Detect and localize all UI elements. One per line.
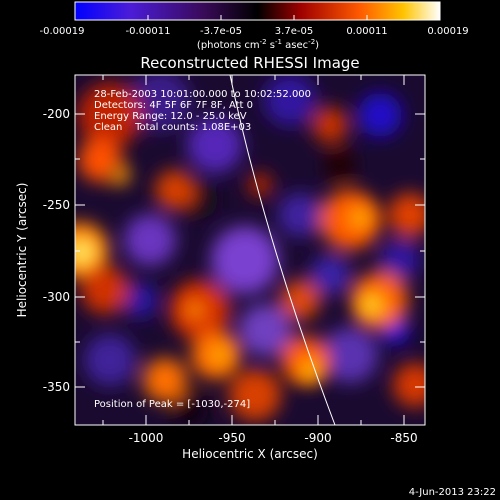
- y-axis-label: Heliocentric Y (arcsec): [15, 183, 29, 318]
- x-tick-label: -900: [304, 431, 331, 445]
- colorbar-tick-label: 3.7e-05: [275, 26, 313, 37]
- x-tick-label: -1000: [129, 431, 164, 445]
- y-tick-label: -350: [43, 380, 70, 394]
- y-tick-label: -250: [43, 198, 70, 212]
- peak-position-text: Position of Peak = [-1030,-274]: [94, 399, 250, 410]
- timestamp: 4-Jun-2013 23:22: [409, 487, 496, 498]
- info-line-energy: Energy Range: 12.0 - 25.0 keV: [94, 111, 247, 122]
- info-line-counts: Clean Total counts: 1.08E+03: [94, 122, 251, 133]
- colorbar-tick-label: -3.7e-05: [200, 26, 242, 37]
- y-axis-ticks: [75, 113, 425, 388]
- y-tick-label: -300: [43, 290, 70, 304]
- info-block: 28-Feb-2003 10:01:00.000 to 10:02:52.000…: [94, 89, 311, 133]
- colorbar-unit-label: (photons cm-2 s-1 asec-2): [197, 38, 319, 51]
- info-line-detectors: Detectors: 4F 5F 6F 7F 8F, Att 0: [94, 100, 253, 111]
- plot-title: Reconstructed RHESSI Image: [140, 54, 359, 72]
- colorbar-tick-label: 0.00019: [427, 26, 468, 37]
- y-tick-label: -200: [43, 107, 70, 121]
- colorbar-tick-label: -0.00011: [126, 26, 171, 37]
- colorbar: -0.00019 -0.00011 -3.7e-05 3.7e-05 0.000…: [40, 1, 469, 51]
- x-axis-ticks: [102, 75, 405, 425]
- rhessi-image: [75, 75, 425, 425]
- x-axis-label: Heliocentric X (arcsec): [182, 447, 318, 461]
- x-tick-label: -950: [218, 431, 245, 445]
- plot-frame: [74, 74, 426, 426]
- colorbar-ticks: [74, 15, 441, 20]
- solar-limb: [229, 75, 336, 425]
- colorbar-gradient: [74, 1, 441, 21]
- colorbar-tick-label: -0.00019: [40, 26, 85, 37]
- colorbar-tick-label: 0.00011: [346, 26, 387, 37]
- info-line-time: 28-Feb-2003 10:01:00.000 to 10:02:52.000: [94, 89, 311, 100]
- x-tick-label: -850: [390, 431, 417, 445]
